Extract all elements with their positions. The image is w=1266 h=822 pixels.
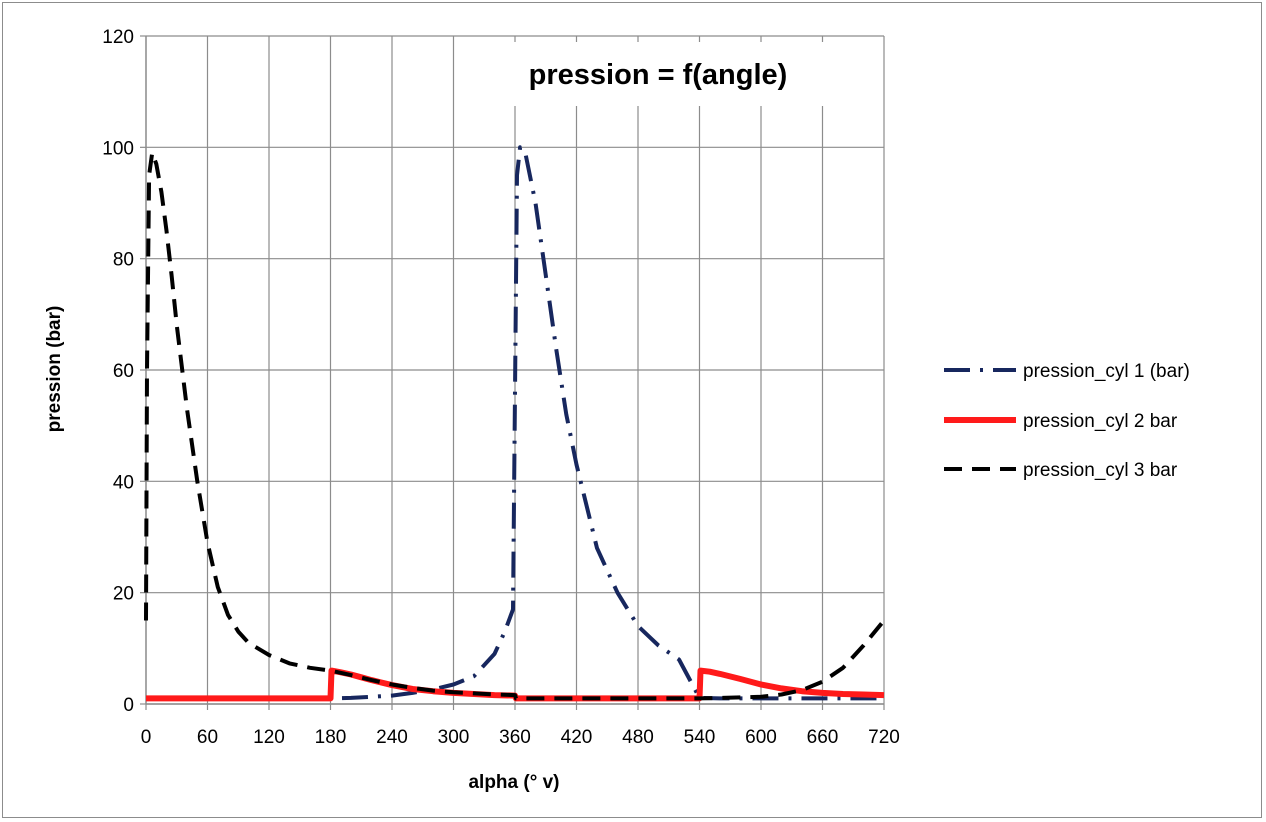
y-tick-label: 20	[113, 584, 134, 605]
x-tick-labels: 0 60 120 180 240 300 360 420 480 540 600 660 720	[141, 727, 900, 748]
y-tick-label: 0	[123, 695, 134, 716]
x-tick-label: 600	[745, 727, 777, 748]
legend-label-1: pression_cyl 1 (bar)	[1023, 361, 1190, 382]
y-tick-label: 80	[113, 250, 134, 271]
x-tick-label: 420	[561, 727, 593, 748]
y-axis-title: pression (bar)	[44, 306, 65, 433]
y-tick-label: 40	[113, 472, 134, 493]
y-tick-labels: 0 20 40 60 80 100 120	[102, 27, 134, 716]
legend-label-3: pression_cyl 3 bar	[1023, 460, 1178, 481]
axes	[140, 35, 885, 710]
x-tick-label: 660	[807, 727, 839, 748]
y-tick-label: 100	[102, 138, 134, 159]
x-tick-label: 0	[141, 727, 152, 748]
x-axis-title: alpha (° v)	[468, 772, 559, 793]
x-tick-label: 540	[684, 727, 716, 748]
x-tick-label: 240	[376, 727, 408, 748]
series-lines	[144, 145, 886, 702]
x-tick-label: 300	[438, 727, 470, 748]
x-tick-label: 120	[253, 727, 285, 748]
x-tick-label: 360	[499, 727, 531, 748]
legend-label-2: pression_cyl 2 bar	[1023, 411, 1178, 432]
y-tick-label: 120	[102, 27, 134, 48]
series-line-1	[146, 145, 884, 701]
chart-title: pression = f(angle)	[529, 59, 788, 91]
x-tick-label: 60	[197, 727, 218, 748]
y-tick-label: 60	[113, 361, 134, 382]
x-tick-label: 480	[622, 727, 654, 748]
series-line-3	[144, 150, 886, 701]
legend: pression_cyl 1 (bar) pression_cyl 2 bar pr…	[944, 361, 1190, 481]
x-tick-label: 180	[315, 727, 347, 748]
x-tick-label: 720	[868, 727, 900, 748]
chart-title-background	[488, 42, 828, 106]
